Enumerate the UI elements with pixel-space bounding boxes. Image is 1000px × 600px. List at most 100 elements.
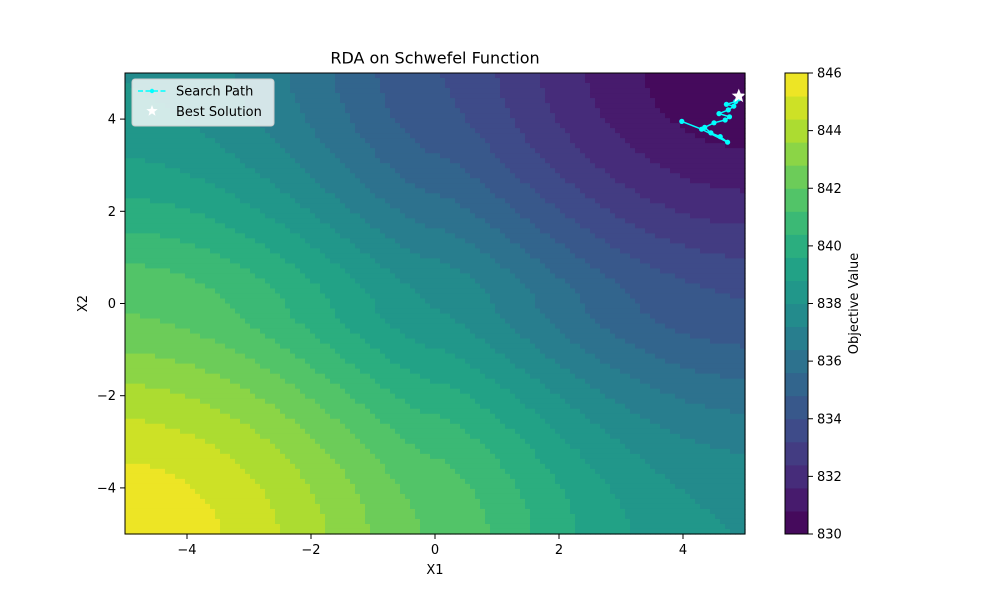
contour-cell: [175, 298, 181, 305]
contour-cell: [235, 298, 241, 305]
contour-cell: [275, 513, 281, 520]
contour-cell: [345, 103, 351, 109]
contour-cell: [215, 403, 221, 410]
contour-cell: [240, 368, 246, 375]
contour-cell: [170, 153, 176, 159]
contour-cell: [320, 258, 326, 265]
contour-cell: [170, 358, 176, 365]
contour-cell: [365, 308, 371, 315]
contour-cell: [135, 523, 141, 530]
contour-cell: [165, 303, 171, 310]
contour-cell: [300, 438, 306, 445]
contour-cell: [230, 503, 236, 510]
contour-cell: [150, 333, 156, 340]
contour-cell: [285, 428, 291, 435]
contour-cell: [135, 193, 141, 199]
contour-cell: [340, 88, 346, 94]
contour-cell: [370, 178, 376, 184]
contour-cell: [135, 73, 141, 79]
contour-cell: [315, 523, 321, 530]
contour-cell: [295, 183, 301, 189]
contour-cell: [275, 448, 281, 455]
contour-cell: [335, 193, 341, 199]
contour-cell: [200, 228, 206, 234]
contour-cell: [305, 278, 311, 285]
contour-cell: [180, 153, 186, 159]
contour-cell: [375, 288, 381, 295]
contour-cell: [150, 358, 156, 365]
contour-cell: [245, 218, 251, 224]
contour-cell: [230, 278, 236, 285]
contour-cell: [190, 178, 196, 184]
contour-cell: [255, 178, 261, 184]
contour-cell: [350, 508, 356, 515]
contour-cell: [130, 363, 136, 370]
contour-cell: [180, 438, 186, 445]
contour-cell: [245, 463, 251, 470]
contour-cell: [335, 138, 341, 144]
contour-cell: [330, 318, 336, 325]
contour-cell: [300, 353, 306, 360]
contour-cell: [195, 458, 201, 465]
contour-cell: [220, 398, 226, 405]
contour-cell: [355, 513, 361, 520]
contour-cell: [305, 78, 311, 84]
contour-cell: [215, 428, 221, 435]
contour-cell: [145, 148, 151, 154]
contour-cell: [275, 348, 281, 355]
contour-cell: [360, 143, 366, 149]
contour-cell: [375, 83, 381, 89]
contour-cell: [370, 83, 376, 89]
contour-cell: [205, 483, 211, 490]
contour-cell: [300, 348, 306, 355]
contour-cell: [370, 258, 376, 265]
contour-cell: [170, 503, 176, 510]
contour-cell: [210, 138, 216, 144]
contour-cell: [355, 208, 361, 214]
contour-cell: [285, 103, 291, 109]
contour-cell: [275, 188, 281, 194]
contour-cell: [360, 123, 366, 129]
contour-cell: [375, 473, 381, 480]
contour-cell: [185, 213, 191, 219]
contour-cell: [225, 463, 231, 470]
contour-cell: [305, 118, 311, 124]
contour-cell: [145, 293, 151, 300]
contour-cell: [145, 263, 151, 270]
contour-cell: [215, 383, 221, 390]
contour-cell: [210, 343, 216, 350]
contour-cell: [240, 378, 246, 385]
contour-cell: [370, 483, 376, 490]
contour-cell: [265, 468, 271, 475]
contour-cell: [270, 173, 276, 179]
contour-cell: [215, 298, 221, 305]
contour-cell: [125, 483, 131, 490]
contour-cell: [170, 333, 176, 340]
contour-cell: [370, 303, 376, 310]
contour-cell: [295, 103, 301, 109]
contour-cell: [195, 373, 201, 380]
contour-cell: [340, 168, 346, 174]
contour-cell: [300, 318, 306, 325]
contour-cell: [150, 153, 156, 159]
contour-cell: [370, 328, 376, 335]
contour-cell: [270, 208, 276, 214]
contour-cell: [295, 478, 301, 485]
contour-cell: [265, 193, 271, 199]
contour-cell: [165, 453, 171, 460]
contour-cell: [175, 223, 181, 229]
contour-cell: [180, 163, 186, 169]
contour-cell: [230, 523, 236, 530]
contour-cell: [130, 208, 136, 214]
contour-cell: [150, 328, 156, 335]
contour-cell: [215, 303, 221, 310]
contour-cell: [250, 308, 256, 315]
contour-cell: [355, 458, 361, 465]
contour-cell: [345, 343, 351, 350]
contour-cell: [215, 418, 221, 425]
contour-cell: [325, 218, 331, 224]
contour-cell: [335, 178, 341, 184]
contour-cell: [140, 443, 146, 450]
contour-cell: [385, 503, 391, 510]
contour-cell: [285, 158, 291, 164]
